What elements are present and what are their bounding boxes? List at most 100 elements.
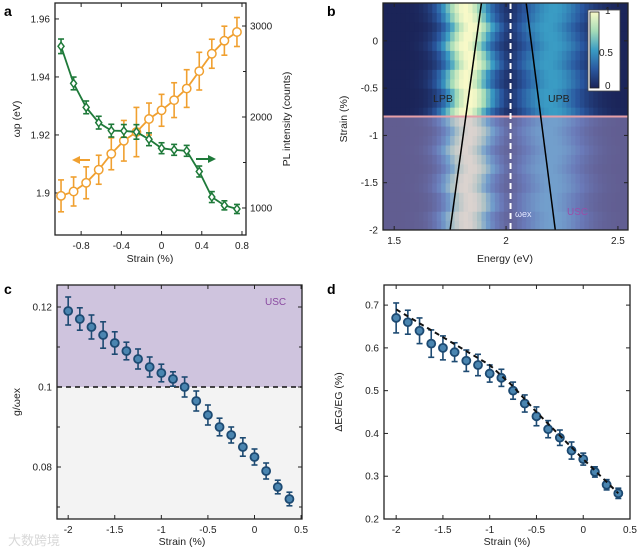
heatmap-cell <box>450 107 456 118</box>
heatmap-cell <box>620 135 626 146</box>
heatmap-cell <box>620 173 626 184</box>
heatmap-cell <box>539 154 545 165</box>
heatmap-cell <box>526 31 532 42</box>
heatmap-cell <box>383 88 389 99</box>
data-point <box>261 466 272 476</box>
heatmap-cell <box>503 163 509 174</box>
heatmap-cell <box>485 78 491 89</box>
heatmap-cell <box>445 50 451 61</box>
heatmap-cell <box>432 201 438 212</box>
heatmap-cell <box>441 125 447 137</box>
heatmap-cell <box>539 88 545 99</box>
heatmap-cell <box>597 192 603 203</box>
heatmap-cell <box>570 163 577 174</box>
heatmap-cell <box>530 116 536 127</box>
heatmap-cell <box>512 78 518 89</box>
heatmap-cell <box>521 144 527 155</box>
heatmap-cell <box>579 59 585 70</box>
heatmap-cell <box>383 21 389 32</box>
heatmap-cell <box>423 21 429 32</box>
heatmap-cell <box>579 21 585 32</box>
heatmap-cell <box>615 107 621 118</box>
heatmap-cell <box>481 192 487 203</box>
heatmap-cell <box>490 135 496 146</box>
panel-b: 1.5 2 2.5 0 -0.5 -1 -1.5 -2 <box>361 2 629 247</box>
heatmap-cell <box>521 78 527 89</box>
heatmap-cell <box>566 220 572 230</box>
heatmap-cell <box>472 59 478 70</box>
heatmap-cell <box>476 116 483 127</box>
heatmap-cell <box>432 192 438 203</box>
heatmap-cell <box>400 163 406 174</box>
heatmap-cell <box>615 3 621 14</box>
heatmap-cell <box>454 31 460 42</box>
heatmap-cell <box>530 211 536 222</box>
heatmap-cell <box>570 21 577 32</box>
heatmap-cell <box>517 50 523 61</box>
heatmap-cell <box>387 31 393 42</box>
heatmap-cell <box>409 211 415 222</box>
heatmap-cell <box>391 69 398 80</box>
heatmap-cell <box>499 31 505 42</box>
heatmap-cell <box>553 154 559 165</box>
heatmap-cell <box>494 154 500 165</box>
heatmap-cell <box>383 31 389 42</box>
heatmap-cell <box>615 125 621 137</box>
heatmap-cell <box>450 192 456 203</box>
heatmap-cell <box>472 192 478 203</box>
heatmap-cell <box>463 163 469 174</box>
heatmap-cell <box>445 97 451 108</box>
heatmap-cell <box>611 173 617 184</box>
heatmap-cell <box>494 211 500 222</box>
heatmap-cell <box>584 78 590 89</box>
heatmap-cell <box>593 211 599 222</box>
heatmap-cell <box>423 220 429 230</box>
heatmap-cell <box>624 21 628 32</box>
heatmap-cell <box>535 201 541 212</box>
heatmap-cell <box>539 144 545 155</box>
heatmap-cell <box>468 173 474 184</box>
heatmap-cell <box>409 59 415 70</box>
x-tick-label: 0.5 <box>623 525 637 536</box>
heatmap-cell <box>553 201 559 212</box>
heatmap-cell <box>620 201 626 212</box>
y-tick-label: 1.9 <box>36 188 50 199</box>
heatmap-cell <box>383 173 389 184</box>
heatmap-cell <box>620 50 626 61</box>
heatmap-cell <box>624 220 628 230</box>
heatmap-cell <box>606 144 612 155</box>
heatmap-cell <box>472 69 478 80</box>
heatmap-cell <box>588 154 594 165</box>
heatmap-cell <box>544 12 550 23</box>
heatmap-cell <box>490 40 496 51</box>
heatmap-cell <box>387 144 393 155</box>
heatmap-cell <box>566 12 572 23</box>
heatmap-cell <box>445 88 451 99</box>
heatmap-cell <box>557 173 563 184</box>
heatmap-cell <box>405 116 411 127</box>
heatmap-cell <box>499 163 505 174</box>
heatmap-cell <box>539 21 545 32</box>
heatmap-cell <box>566 211 572 222</box>
heatmap-cell <box>508 135 514 146</box>
heatmap-cell <box>414 192 420 203</box>
heatmap-cell <box>490 88 496 99</box>
heatmap-cell <box>606 211 612 222</box>
heatmap-cell <box>423 3 429 14</box>
heatmap-cell <box>400 135 406 146</box>
heatmap-cell <box>521 97 527 108</box>
heatmap-cell <box>445 154 451 165</box>
heatmap-cell <box>512 192 518 203</box>
x-tick-label: 0 <box>159 241 165 252</box>
heatmap-cell <box>414 220 420 230</box>
heatmap-cell <box>481 125 487 137</box>
heatmap-cell <box>512 201 518 212</box>
heatmap-cell <box>530 21 536 32</box>
pl-intensity-point <box>107 125 116 136</box>
heatmap-cell <box>490 192 496 203</box>
heatmap-cell <box>383 192 389 203</box>
heatmap-cell <box>553 69 559 80</box>
heatmap-cell <box>611 163 617 174</box>
heatmap-cell <box>584 192 590 203</box>
heatmap-cell <box>414 97 420 108</box>
